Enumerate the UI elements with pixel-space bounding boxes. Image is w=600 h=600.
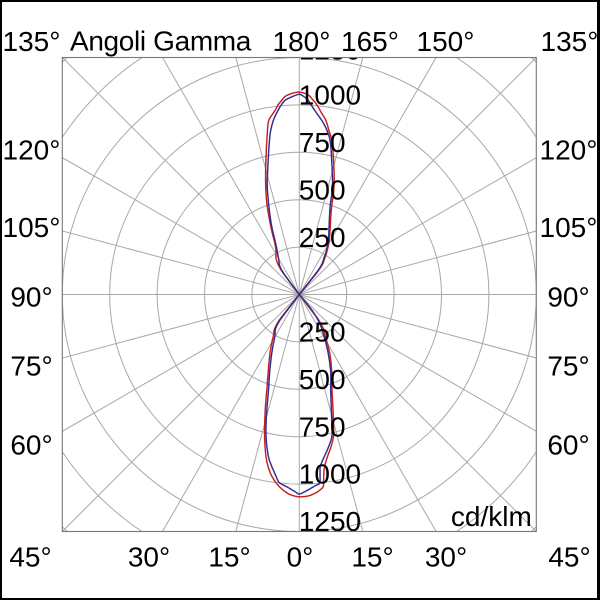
svg-text:105°: 105° — [3, 212, 61, 243]
svg-text:1250: 1250 — [299, 506, 361, 537]
svg-text:30°: 30° — [425, 541, 467, 572]
svg-text:Angoli Gamma: Angoli Gamma — [70, 25, 252, 56]
svg-text:30°: 30° — [128, 541, 170, 572]
svg-text:105°: 105° — [540, 212, 598, 243]
svg-text:1000: 1000 — [299, 80, 361, 111]
svg-text:500: 500 — [299, 174, 346, 205]
svg-text:90°: 90° — [10, 281, 52, 312]
svg-text:750: 750 — [299, 411, 346, 442]
svg-text:120°: 120° — [540, 134, 598, 165]
svg-text:cd/klm: cd/klm — [451, 501, 532, 532]
svg-text:0°: 0° — [287, 541, 314, 572]
svg-text:165°: 165° — [341, 26, 399, 57]
svg-text:1250: 1250 — [299, 35, 361, 66]
svg-text:150°: 150° — [417, 26, 475, 57]
svg-text:750: 750 — [299, 127, 346, 158]
svg-text:1000: 1000 — [299, 459, 361, 490]
svg-text:500: 500 — [299, 364, 346, 395]
svg-text:90°: 90° — [547, 281, 589, 312]
svg-text:45°: 45° — [9, 541, 51, 572]
svg-text:75°: 75° — [547, 351, 589, 382]
svg-text:45°: 45° — [548, 541, 590, 572]
svg-text:120°: 120° — [3, 134, 61, 165]
svg-text:15°: 15° — [351, 541, 393, 572]
svg-text:180°: 180° — [273, 26, 331, 57]
svg-text:75°: 75° — [10, 351, 52, 382]
svg-text:15°: 15° — [208, 541, 250, 572]
svg-text:60°: 60° — [10, 430, 52, 461]
svg-text:135°: 135° — [3, 26, 61, 57]
svg-text:135°: 135° — [541, 26, 599, 57]
svg-text:60°: 60° — [547, 430, 589, 461]
svg-text:250: 250 — [299, 317, 346, 348]
svg-text:250: 250 — [299, 222, 346, 253]
